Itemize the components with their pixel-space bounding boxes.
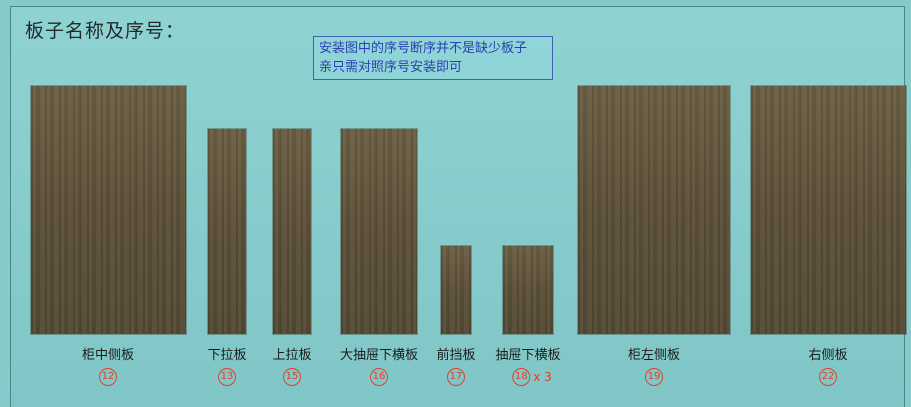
panel-number-13: 13 [218, 368, 236, 386]
circled-number: 12 [99, 368, 117, 386]
board-panel-19 [578, 86, 730, 334]
panel-label-13: 下拉板 [207, 348, 247, 363]
panel-label-12: 柜中侧板 [81, 348, 135, 363]
panel-number-16: 16 [370, 368, 388, 386]
board-panel-16 [341, 129, 417, 334]
board-panel-13 [208, 129, 246, 334]
assembly-note: 安装图中的序号断序并不是缺少板子 亲只需对照序号安装即可 [313, 36, 553, 80]
circled-number: 13 [218, 368, 236, 386]
panel-label-17: 前挡板 [436, 348, 476, 363]
quantity-multiplier: x 3 [533, 370, 552, 384]
note-line-2: 亲只需对照序号安装即可 [319, 60, 463, 75]
panel-number-18: 18 x 3 [512, 368, 552, 386]
panel-label-16: 大抽屉下横板 [339, 348, 419, 363]
panel-number-17: 17 [447, 368, 465, 386]
board-panel-12 [31, 86, 186, 334]
circled-number: 19 [645, 368, 663, 386]
board-panel-18 [503, 246, 553, 334]
circled-number: 22 [819, 368, 837, 386]
circled-number: 18 [512, 368, 531, 386]
circled-number: 16 [370, 368, 388, 386]
panel-number-12: 12 [99, 368, 117, 386]
board-panel-17 [441, 246, 471, 334]
panel-label-19: 柜左侧板 [627, 348, 681, 363]
panel-label-15: 上拉板 [272, 348, 312, 363]
circled-number: 15 [283, 368, 301, 386]
panel-label-18: 抽屉下横板 [495, 348, 561, 363]
panel-number-15: 15 [283, 368, 301, 386]
panel-number-19: 19 [645, 368, 663, 386]
panel-number-22: 22 [819, 368, 837, 386]
note-line-1: 安装图中的序号断序并不是缺少板子 [319, 41, 528, 56]
board-panel-22 [751, 86, 906, 334]
board-panel-15 [273, 129, 311, 334]
section-title: 板子名称及序号： [25, 20, 186, 42]
circled-number: 17 [447, 368, 465, 386]
panel-label-22: 右侧板 [808, 348, 848, 363]
